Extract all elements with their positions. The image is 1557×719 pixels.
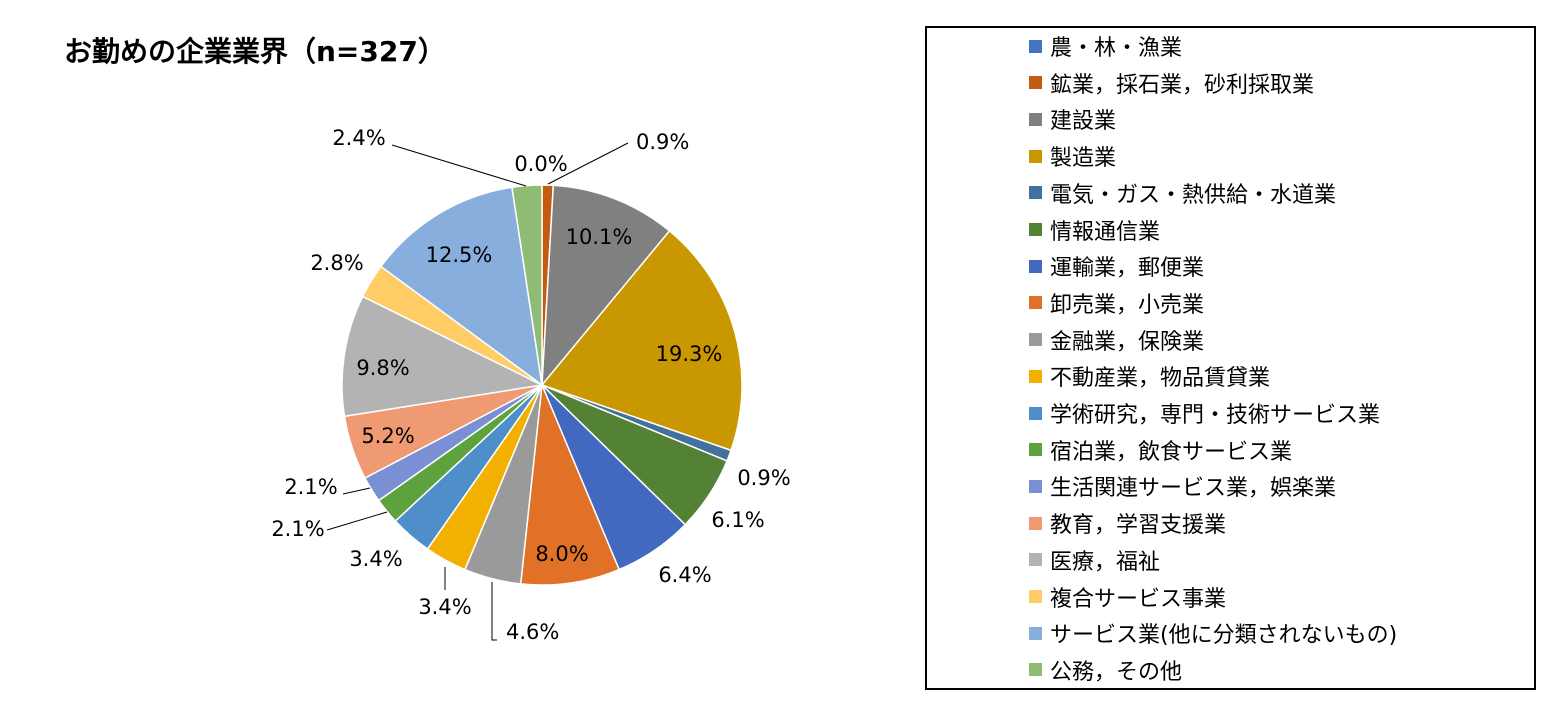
legend-item: 不動産業，物品賃貸業 <box>1029 361 1270 391</box>
legend-item: 農・林・漁業 <box>1029 31 1182 61</box>
legend-item: 教育，学習支援業 <box>1029 508 1226 538</box>
data-label: 6.1% <box>711 508 764 532</box>
data-label: 2.4% <box>332 126 385 150</box>
legend-item: 情報通信業 <box>1029 215 1160 245</box>
data-label: 8.0% <box>535 542 588 566</box>
legend-swatch <box>1029 443 1042 457</box>
data-label: 19.3% <box>656 342 723 366</box>
legend-item: サービス業(他に分類されないもの) <box>1029 618 1397 648</box>
legend-label: 製造業 <box>1050 146 1117 172</box>
legend-label: 鉱業，採石業，砂利採取業 <box>1050 72 1315 98</box>
leader-line <box>326 511 388 531</box>
legend-item: 製造業 <box>1029 141 1116 171</box>
pie-slice <box>379 186 544 387</box>
data-label: 0.9% <box>636 130 689 154</box>
data-label: 0.9% <box>737 466 790 490</box>
legend-swatch <box>1029 223 1042 236</box>
leader-line <box>342 487 371 495</box>
leader-line <box>547 142 629 185</box>
legend-item: 建設業 <box>1029 104 1116 134</box>
legend-item: 運輸業，郵便業 <box>1029 251 1204 281</box>
legend-label: 卸売業，小売業 <box>1050 292 1205 318</box>
legend-label: 学術研究，専門・技術サービス業 <box>1050 403 1381 428</box>
legend-swatch <box>1029 76 1042 90</box>
pie-slice <box>540 229 743 452</box>
data-label: 5.2% <box>361 424 414 448</box>
legend-swatch <box>1029 369 1042 383</box>
legend-label: 運輸業，郵便業 <box>1050 256 1205 282</box>
legend-swatch <box>1029 553 1042 567</box>
legend-swatch <box>1029 112 1042 126</box>
chart-title: お勤めの企業業界（n=327） <box>64 35 446 68</box>
pie-slice <box>341 295 545 418</box>
data-label: 2.8% <box>310 251 363 275</box>
legend-swatch <box>1029 296 1042 310</box>
data-label: 4.6% <box>506 620 559 644</box>
legend-label: 医療，福祉 <box>1050 549 1161 575</box>
legend-swatch <box>1029 516 1042 530</box>
data-label: 9.8% <box>356 356 409 380</box>
legend-label: 宿泊業，飲食サービス業 <box>1050 439 1293 465</box>
legend-item: 金融業，保険業 <box>1029 325 1204 355</box>
legend-swatch <box>1029 663 1042 677</box>
legend-swatch <box>1029 626 1042 640</box>
legend-item: 宿泊業，飲食サービス業 <box>1029 435 1292 465</box>
legend-item: 鉱業，採石業，砂利採取業 <box>1029 68 1314 98</box>
pie-chart: 0.0% 0.9% 10.1% 19.3% 0.9% 6.1% 6.4% 8.0% 4.6% 3.… <box>271 126 790 644</box>
pie-slice <box>541 184 671 388</box>
legend-item: 複合サービス事業 <box>1029 582 1226 612</box>
leader-line <box>491 582 497 641</box>
legend-label: 公務，その他 <box>1050 659 1183 685</box>
data-label: 6.4% <box>658 563 711 587</box>
legend-label: 金融業，保険業 <box>1050 329 1205 355</box>
legend-label: 複合サービス事業 <box>1050 586 1227 612</box>
legend-swatch <box>1029 479 1042 493</box>
data-label: 0.0% <box>514 152 567 176</box>
legend-swatch <box>1029 186 1042 200</box>
legend-label: 生活関連サービス業，娯楽業 <box>1050 476 1337 502</box>
data-label: 2.1% <box>271 517 324 541</box>
legend-swatch <box>1029 149 1042 163</box>
legend-label: 電気・ガス・熱供給・水道業 <box>1050 182 1337 208</box>
legend-label: 建設業 <box>1050 109 1117 135</box>
data-label: 2.1% <box>284 475 337 499</box>
data-label: 3.4% <box>418 595 471 619</box>
legend-item: 卸売業，小売業 <box>1029 288 1204 318</box>
pie-slice <box>511 184 543 386</box>
leader-line <box>391 144 527 187</box>
legend-swatch <box>1029 259 1042 273</box>
data-label: 10.1% <box>566 225 633 249</box>
legend-swatch <box>1029 333 1042 347</box>
legend-swatch <box>1029 590 1042 603</box>
legend-label: 農・林・漁業 <box>1050 36 1183 61</box>
pie-slice <box>519 384 621 586</box>
legend: 農・林・漁業鉱業，採石業，砂利採取業 建設業製造業電気・ガス・熱供給・水道業 情報通… <box>925 26 1536 690</box>
legend-label: 教育，学習支援業 <box>1050 513 1227 539</box>
legend-label: サービス業(他に分類されないもの) <box>1050 623 1398 649</box>
legend-item: 公務，その他 <box>1029 655 1182 685</box>
legend-label: 不動産業，物品賃貸業 <box>1050 366 1271 392</box>
legend-label: 情報通信業 <box>1050 219 1161 245</box>
legend-item: 電気・ガス・熱供給・水道業 <box>1029 178 1336 208</box>
legend-swatch <box>1029 39 1042 53</box>
legend-item: 生活関連サービス業，娯楽業 <box>1029 471 1336 501</box>
legend-item: 医療，福祉 <box>1029 545 1160 575</box>
data-label: 12.5% <box>426 243 493 267</box>
data-label: 3.4% <box>349 547 402 571</box>
legend-item: 学術研究，専門・技術サービス業 <box>1029 398 1380 428</box>
legend-swatch <box>1029 406 1042 420</box>
